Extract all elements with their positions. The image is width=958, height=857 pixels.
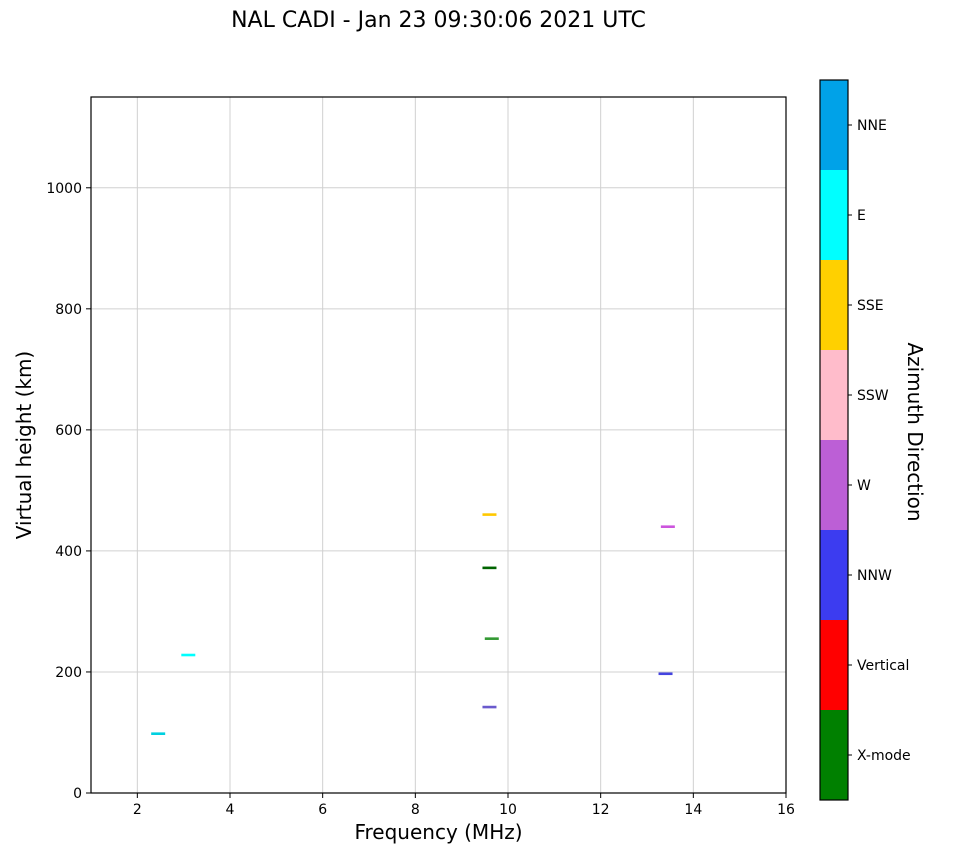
- y-tick-label: 600: [55, 423, 82, 439]
- colorbar-tick-label: W: [857, 478, 871, 494]
- colorbar-segment-nnw: [820, 530, 848, 621]
- colorbar-segment-vertical: [820, 620, 848, 711]
- x-axis-label: Frequency (MHz): [354, 820, 523, 844]
- y-tick-label: 0: [73, 786, 82, 802]
- x-tick-label: 2: [133, 802, 142, 818]
- colorbar-segment-e: [820, 170, 848, 261]
- y-tick-label: 400: [55, 544, 82, 560]
- x-tick-label: 6: [318, 802, 327, 818]
- chart-title: NAL CADI - Jan 23 09:30:06 2021 UTC: [231, 8, 646, 33]
- x-tick-label: 12: [592, 802, 610, 818]
- colorbar-segment-ssw: [820, 350, 848, 441]
- colorbar-tick-label: E: [857, 208, 866, 224]
- colorbar-segment-nne: [820, 80, 848, 171]
- colorbar-tick-label: NNW: [857, 568, 892, 584]
- colorbar-segment-x-mode: [820, 710, 848, 801]
- colorbar-tick-label: X-mode: [857, 748, 911, 764]
- colorbar-border: [819, 79, 849, 801]
- colorbar-tick-label: NNE: [857, 118, 887, 134]
- x-tick-label: 10: [499, 802, 517, 818]
- y-tick-label: 800: [55, 302, 82, 318]
- colorbar-tick-label: Vertical: [857, 658, 909, 674]
- y-tick-label: 1000: [46, 181, 82, 197]
- colorbar-segment-sse: [820, 260, 848, 351]
- y-tick-label: 200: [55, 665, 82, 681]
- colorbar-segment-w: [820, 440, 848, 531]
- colorbar-tick-label: SSE: [857, 298, 884, 314]
- x-tick-label: 8: [411, 802, 420, 818]
- plot-border: [90, 96, 787, 794]
- x-tick-label: 16: [777, 802, 795, 818]
- x-tick-label: 14: [684, 802, 702, 818]
- colorbar-tick-label: SSW: [857, 388, 889, 404]
- x-tick-label: 4: [226, 802, 235, 818]
